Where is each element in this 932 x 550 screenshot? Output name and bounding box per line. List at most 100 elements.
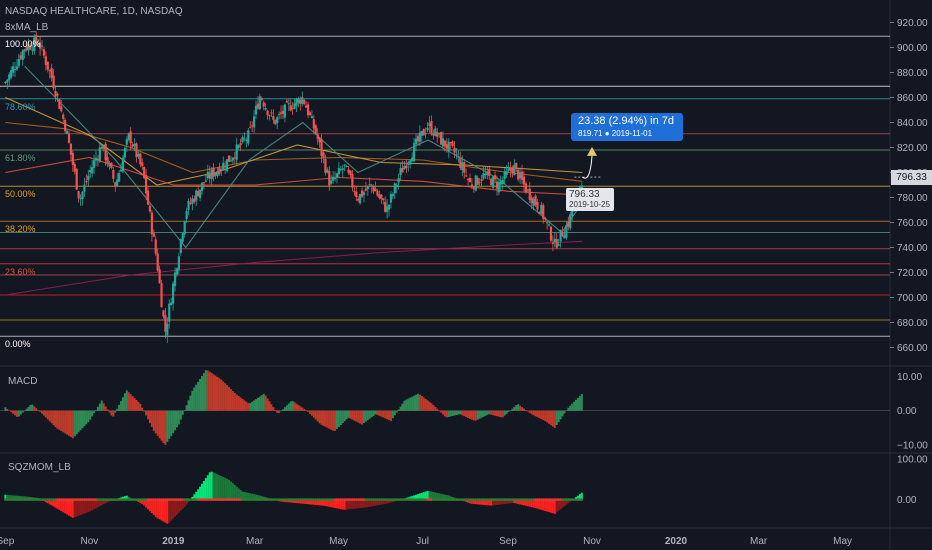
fib-level-label: 100.00% [5, 39, 41, 50]
squeeze-dot [254, 498, 258, 501]
sqzmom-bar [239, 490, 242, 500]
squeeze-dot [351, 498, 354, 501]
sqzmom-bar [231, 483, 234, 500]
sqzmom-bar [522, 499, 525, 506]
candle-body [505, 171, 508, 175]
macd-bar [463, 410, 466, 417]
macd-bar [137, 401, 140, 411]
candle-body [204, 180, 207, 182]
squeeze-dot [11, 498, 15, 501]
candle-body [445, 144, 448, 149]
squeeze-dot [545, 498, 549, 501]
candle-body [264, 108, 267, 110]
macd-bar [343, 410, 346, 422]
squeeze-dot [331, 498, 335, 501]
squeeze-dot [486, 498, 489, 501]
candle-body [79, 198, 82, 200]
macd-bar [272, 407, 275, 411]
sqzmom-bar [260, 496, 263, 500]
sqzmom-bar [100, 499, 103, 506]
sqzmom-bar [505, 499, 508, 504]
macd-bar [199, 378, 202, 411]
macd-bar [368, 410, 371, 419]
squeeze-dot [372, 498, 375, 501]
squeeze-dot [198, 498, 202, 501]
macd-bar [231, 391, 234, 411]
sqzmom-bar [170, 499, 173, 521]
macd-bar [361, 410, 364, 425]
macd-bar [440, 410, 443, 413]
squeeze-dot [291, 498, 294, 501]
macd-bar [233, 392, 236, 411]
sqzmom-bar [54, 499, 57, 508]
sqzmom-bar [64, 499, 67, 514]
sqzmom-bar [125, 495, 128, 500]
macd-bar [168, 410, 171, 439]
sqzmom-bar [443, 494, 446, 500]
squeeze-dot [487, 498, 491, 501]
sqzmom-bar [245, 492, 248, 500]
candle-body [461, 162, 464, 171]
squeeze-dot [403, 498, 406, 501]
sqzmom-bar [343, 499, 346, 510]
squeeze-dot [23, 498, 26, 501]
sqzmom-bar [96, 499, 99, 508]
macd-bar [378, 410, 381, 416]
candle-body [339, 169, 342, 171]
squeeze-dot [547, 498, 551, 501]
candle-body [60, 106, 63, 112]
squeeze-dot [353, 498, 356, 501]
sqzmom-bar [372, 499, 375, 507]
squeeze-dot [214, 498, 217, 501]
squeeze-dot [493, 498, 497, 501]
tooltip-date: 2019-10-25 [569, 200, 610, 209]
squeeze-dot [191, 498, 194, 501]
squeeze-dot [250, 498, 254, 501]
squeeze-dot [158, 498, 161, 501]
macd-bar [561, 410, 564, 417]
squeeze-dot [202, 498, 206, 501]
candle-body [484, 173, 487, 176]
macd-bar [81, 410, 84, 429]
squeeze-dot [320, 498, 323, 501]
macd-bar [472, 410, 475, 421]
sqzmom-bar [432, 491, 435, 500]
fib-level-label: 23.60% [5, 266, 36, 277]
candle-body [139, 153, 142, 165]
candle-body [200, 182, 204, 191]
candle-body [121, 157, 125, 172]
sqzmom-bar [195, 491, 198, 500]
sqzmom-bar [162, 499, 165, 522]
macd-bar [449, 410, 452, 417]
squeeze-dot [210, 498, 213, 501]
candle-body [100, 147, 103, 149]
candle-body [50, 68, 53, 78]
candle-body [520, 171, 524, 180]
candle-body [92, 160, 96, 168]
sqzmom-bar [442, 494, 445, 500]
candle-body [322, 152, 325, 158]
candle-body [470, 184, 474, 188]
macd-bar [112, 410, 115, 417]
sqzmom-bar [206, 475, 209, 500]
squeeze-dot [347, 498, 350, 501]
macd-bar [324, 410, 327, 427]
macd-bar [6, 408, 9, 411]
candle-body [343, 164, 346, 166]
squeeze-dot [460, 498, 464, 501]
candle-body [233, 157, 236, 159]
squeeze-dot [503, 498, 506, 501]
sqzmom-bar [376, 499, 379, 506]
candle-body [370, 184, 373, 187]
squeeze-dot [561, 498, 564, 501]
squeeze-dot [416, 498, 420, 501]
macd-bar [312, 410, 315, 418]
candle-body [152, 233, 155, 237]
candle-body [372, 185, 375, 192]
candle-body [493, 175, 497, 180]
sqzmom-bar [434, 492, 437, 500]
macd-bar [262, 393, 265, 411]
macd-bar [484, 410, 487, 416]
candle-body [172, 283, 175, 304]
